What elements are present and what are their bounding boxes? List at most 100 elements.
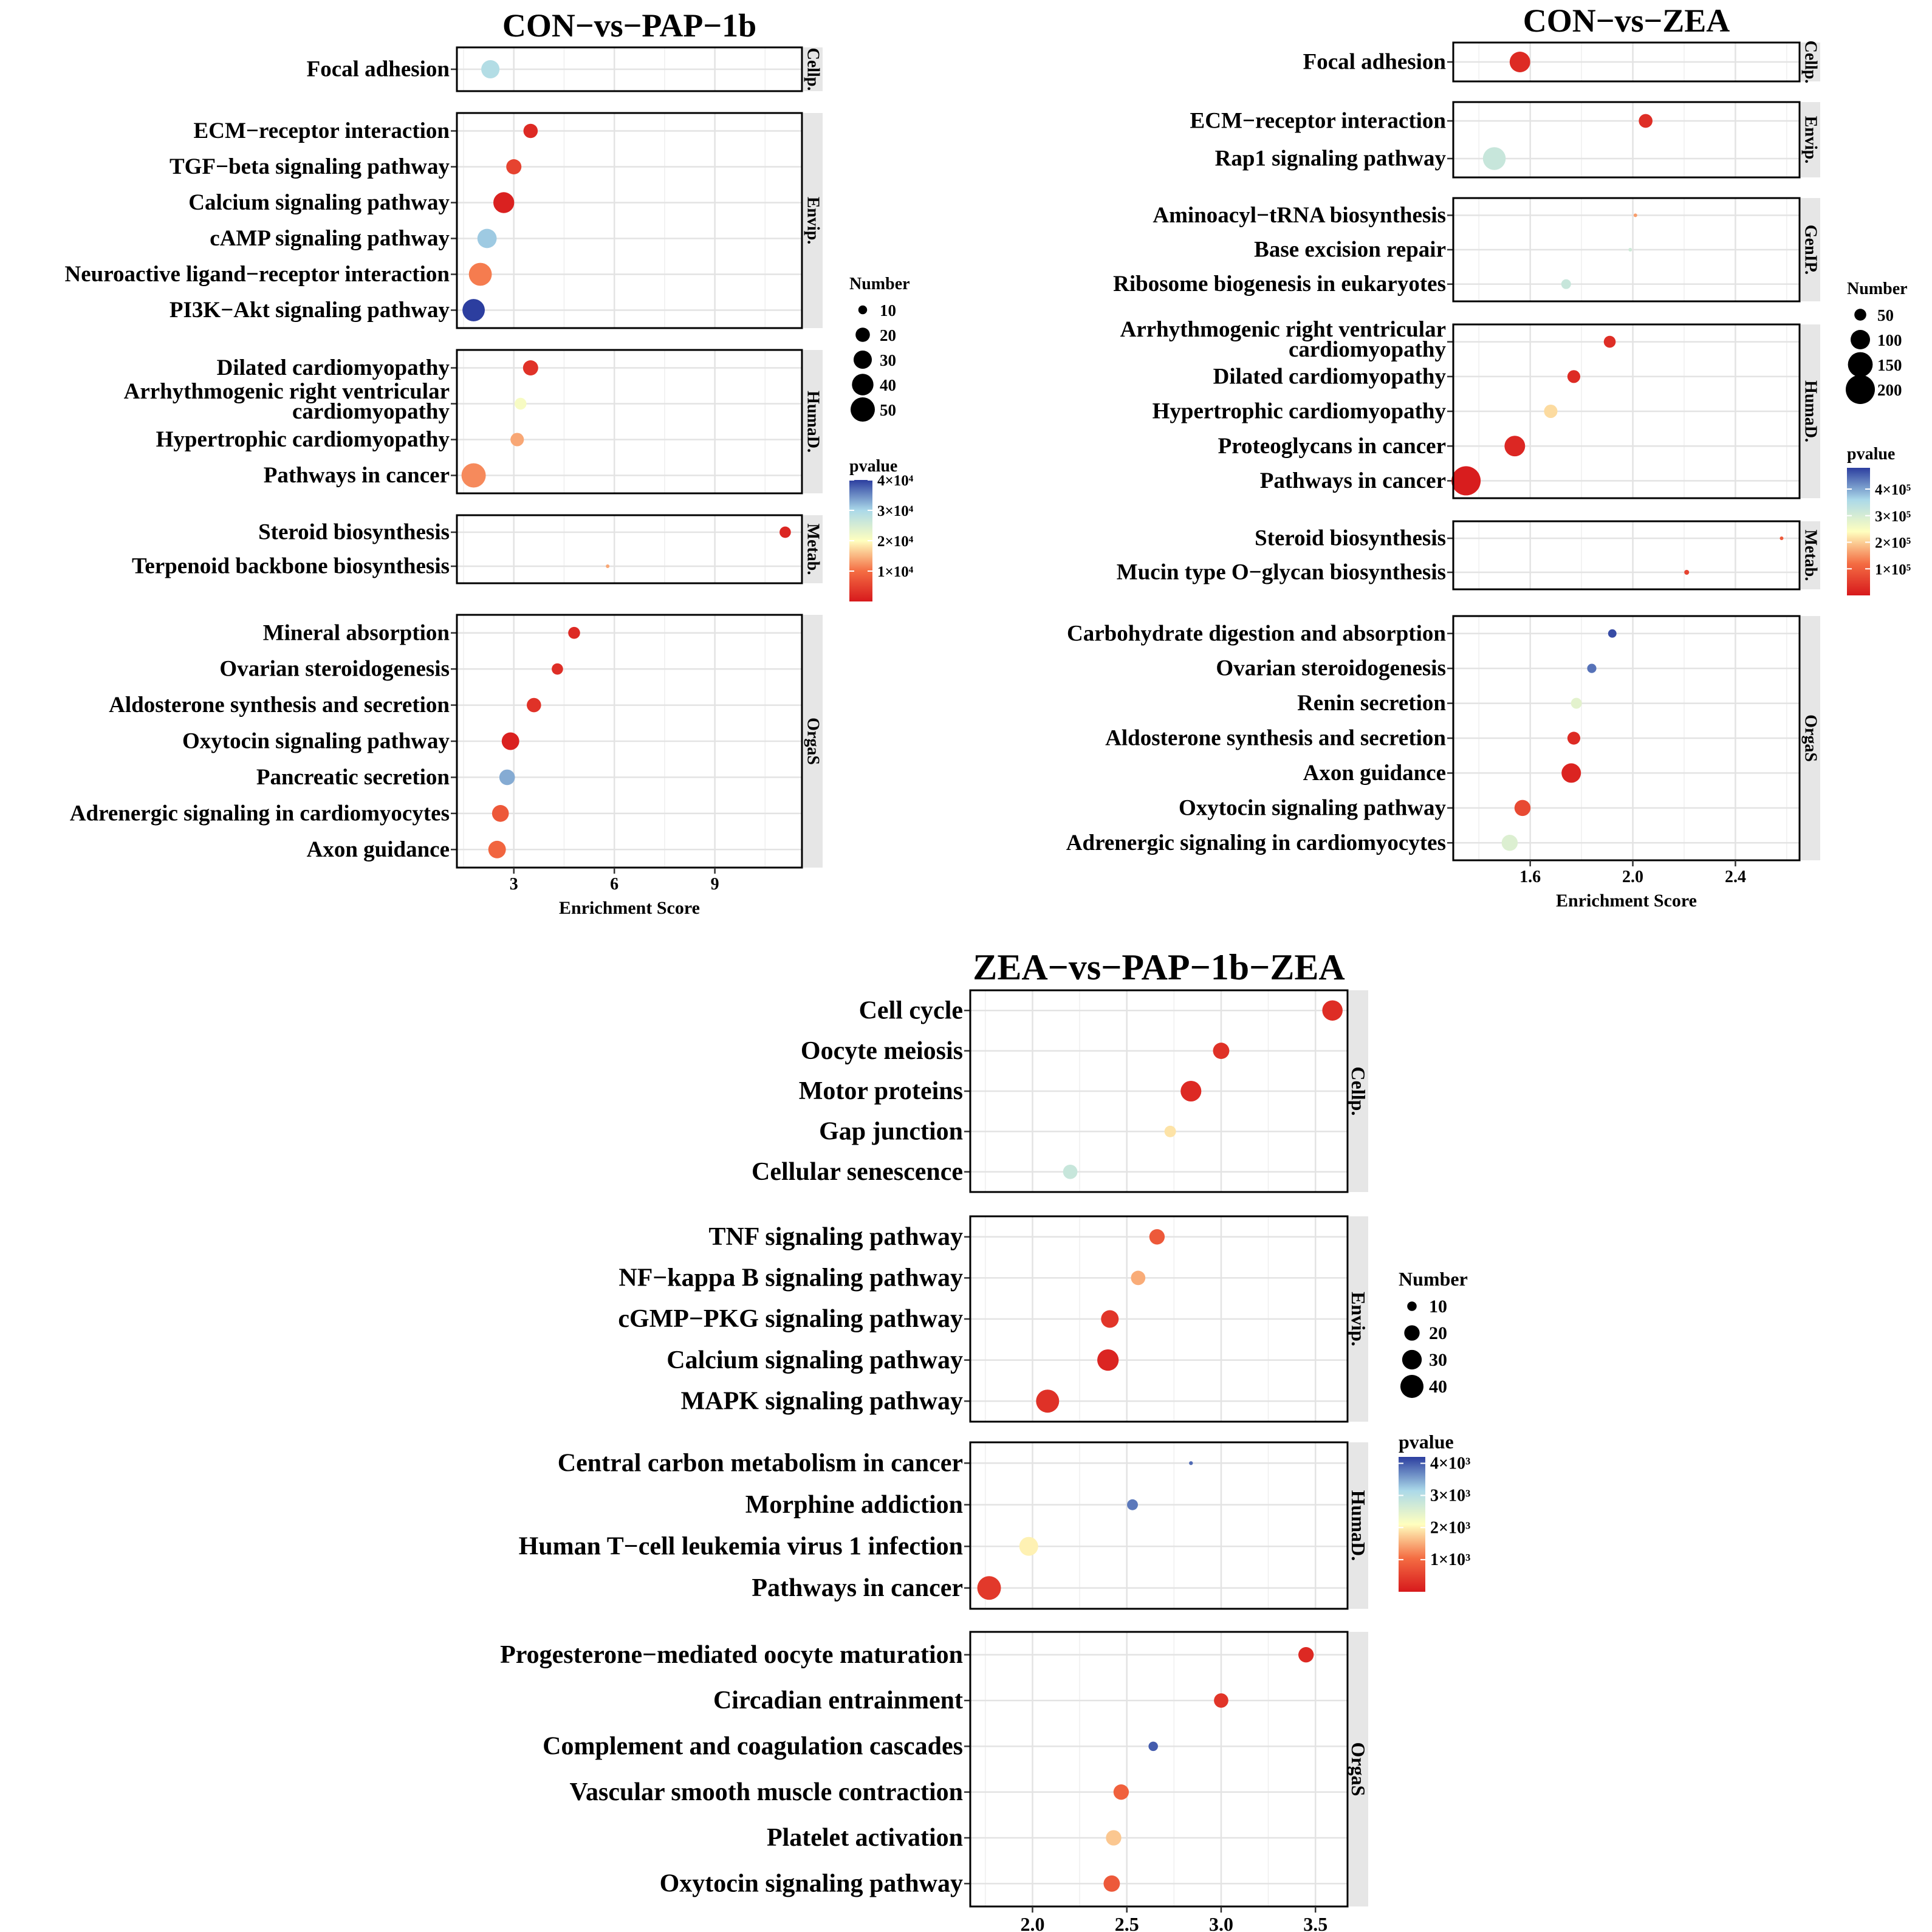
size-legend-label: 40 — [1429, 1377, 1447, 1397]
size-legend-label: 50 — [880, 401, 896, 419]
color-legend-title: pvalue — [849, 457, 897, 476]
size-legend: Number 50 100 150 200 — [1846, 279, 1908, 404]
color-legend: pvalue 1×10⁵ 2×10⁵ 3×10⁵ 4×10⁵ — [1847, 445, 1911, 595]
facet-strip-label: HumaD. — [1348, 1490, 1369, 1561]
facet-border — [456, 46, 803, 92]
term-label-nf-kappa-b-signaling-pathway: NF−kappa B signaling pathway — [618, 1264, 963, 1292]
x-tick-label: 3 — [510, 875, 518, 894]
facet-border — [969, 1215, 1349, 1423]
color-legend-label: 3×10⁵ — [1875, 509, 1911, 525]
facet-orgas: Mineral absorption Ovarian steroidogenesi… — [70, 614, 823, 869]
color-legend-label: 1×10³ — [1430, 1550, 1470, 1569]
dot-oxytocin-signaling-pathway — [1514, 800, 1531, 817]
color-legend: pvalue 1×10³ 2×10³ 3×10³ 4×10³ — [1399, 1431, 1470, 1592]
dot-rap1-signaling-pathway — [1482, 147, 1506, 170]
term-label-proteoglycans-in-cancer: Proteoglycans in cancer — [1218, 434, 1446, 459]
facet-strip — [1801, 102, 1820, 177]
size-legend-dot — [1402, 1349, 1422, 1370]
size-legend-title: Number — [1847, 279, 1908, 298]
dot-circadian-entrainment — [1214, 1693, 1228, 1708]
term-label-renin-secretion: Renin secretion — [1297, 691, 1446, 716]
facet-strip-label: Envip. — [1348, 1292, 1369, 1346]
dot-tnf-signaling-pathway — [1149, 1229, 1165, 1245]
dot-progesterone-mediated-oocyte-maturation — [1298, 1647, 1314, 1663]
x-axis-label: Enrichment Score — [1556, 891, 1697, 911]
term-label-focal-adhesion: Focal adhesion — [1303, 50, 1447, 75]
dot-calcium-signaling-pathway — [493, 192, 515, 213]
term-label-ecm-receptor-interaction: ECM−receptor interaction — [1190, 109, 1447, 134]
term-label-morphine-addiction: Morphine addiction — [745, 1491, 963, 1519]
dot-dilated-cardiomyopathy — [522, 360, 538, 376]
term-label-axon-guidance: Axon guidance — [1303, 761, 1446, 786]
dot-vascular-smooth-muscle-contraction — [1113, 1784, 1129, 1800]
dot-mapk-signaling-pathway — [1036, 1389, 1060, 1413]
term-label-ovarian-steroidogenesis: Ovarian steroidogenesis — [219, 657, 450, 682]
dot-cell-cycle — [1322, 1000, 1343, 1021]
facet-border — [456, 514, 803, 584]
x-tick-label: 9 — [711, 875, 719, 894]
dot-oxytocin-signaling-pathway — [1103, 1875, 1120, 1892]
term-label-neuroactive-ligand-receptor-interaction: Neuroactive ligand−receptor interaction — [64, 262, 450, 287]
color-legend-title: pvalue — [1847, 445, 1895, 464]
term-label-dilated-cardiomyopathy: Dilated cardiomyopathy — [1213, 364, 1447, 389]
dot-axon-guidance — [1561, 763, 1581, 783]
facet-border — [969, 1631, 1349, 1908]
size-legend-label: 50 — [1877, 306, 1894, 324]
dot-proteoglycans-in-cancer — [1504, 436, 1526, 457]
panel-zea-vs-pap-1b-zea: ZEA−vs−PAP−1b−ZEA Cell cycle Oocyte meiosi… — [500, 947, 1470, 1932]
term-label-pi3k-akt-signaling-pathway: PI3K−Akt signaling pathway — [170, 298, 450, 323]
term-label-base-excision-repair: Base excision repair — [1254, 238, 1446, 262]
size-legend-dot — [851, 397, 875, 422]
term-label-ovarian-steroidogenesis: Ovarian steroidogenesis — [1216, 656, 1446, 681]
dot-complement-and-coagulation-cascades — [1148, 1741, 1158, 1752]
facet-border — [1452, 197, 1801, 303]
color-legend-label: 3×10³ — [1430, 1486, 1470, 1505]
dot-neuroactive-ligand-receptor-interaction — [468, 262, 492, 286]
term-label-tnf-signaling-pathway: TNF signaling pathway — [708, 1223, 963, 1251]
dot-hypertrophic-cardiomyopathy — [510, 433, 524, 447]
facet-strip-label: Cellp. — [1801, 41, 1820, 84]
term-label-rap1-signaling-pathway: Rap1 signaling pathway — [1215, 146, 1447, 171]
dot-terpenoid-backbone-biosynthesis — [606, 564, 610, 568]
size-legend-title: Number — [849, 275, 910, 293]
size-legend-dot — [858, 305, 868, 315]
term-label-ecm-receptor-interaction: ECM−receptor interaction — [194, 118, 450, 143]
dot-human-t-cell-leukemia-virus-1-infection — [1019, 1536, 1038, 1556]
term-label-adrenergic-signaling-in-cardiomyocytes: Adrenergic signaling in cardiomyocytes — [1066, 831, 1446, 855]
x-tick-label: 1.6 — [1519, 868, 1541, 886]
facet-strip — [803, 47, 823, 91]
color-legend-label: 4×10³ — [1430, 1454, 1470, 1473]
term-label-dilated-cardiomyopathy: Dilated cardiomyopathy — [217, 355, 450, 380]
facet-orgas: Progesterone−mediated oocyte maturation C… — [500, 1631, 1369, 1908]
facet-strip — [1801, 43, 1820, 81]
color-legend-label: 4×10⁴ — [877, 473, 914, 489]
facet-strip-label: Metab. — [804, 524, 823, 575]
dot-renin-secretion — [1571, 697, 1582, 709]
size-legend-label: 20 — [880, 326, 896, 344]
facet-cellp: Focal adhesion Cellp. — [307, 46, 823, 92]
term-label-calcium-signaling-pathway: Calcium signaling pathway — [188, 190, 450, 215]
size-legend-dot — [1846, 375, 1875, 404]
x-axis: 2.02.53.03.5Enrichment Score — [1020, 1906, 1327, 1932]
dot-focal-adhesion — [1509, 52, 1530, 72]
dot-ribosome-biogenesis-in-eukaryotes — [1561, 279, 1571, 289]
facet-metab: Steroid biosynthesis Terpenoid backbone b… — [132, 514, 823, 584]
term-label-pathways-in-cancer: Pathways in cancer — [1260, 468, 1446, 493]
term-label-pathways-in-cancer: Pathways in cancer — [752, 1574, 963, 1602]
color-legend-label: 2×10⁵ — [1875, 535, 1911, 552]
term-label-circadian-entrainment: Circadian entrainment — [713, 1687, 963, 1714]
color-legend-label: 3×10⁴ — [877, 503, 914, 519]
dot-motor-proteins — [1180, 1080, 1202, 1102]
dot-platelet-activation — [1106, 1830, 1122, 1846]
facet-strip — [803, 515, 823, 583]
chart-title: CON−vs−ZEA — [1523, 2, 1730, 39]
facet-envip: ECM−receptor interaction TGF−beta signali… — [64, 112, 823, 329]
dot-pancreatic-secretion — [499, 769, 515, 786]
size-legend-dot — [852, 374, 874, 396]
dot-calcium-signaling-pathway — [1097, 1349, 1119, 1371]
facet-genip: Aminoacyl−tRNA biosynthesis Base excision… — [1113, 197, 1820, 303]
dot-nf-kappa-b-signaling-pathway — [1131, 1270, 1146, 1286]
facet-border — [456, 614, 803, 869]
facet-cellp: Focal adhesion Cellp. — [1303, 41, 1820, 84]
